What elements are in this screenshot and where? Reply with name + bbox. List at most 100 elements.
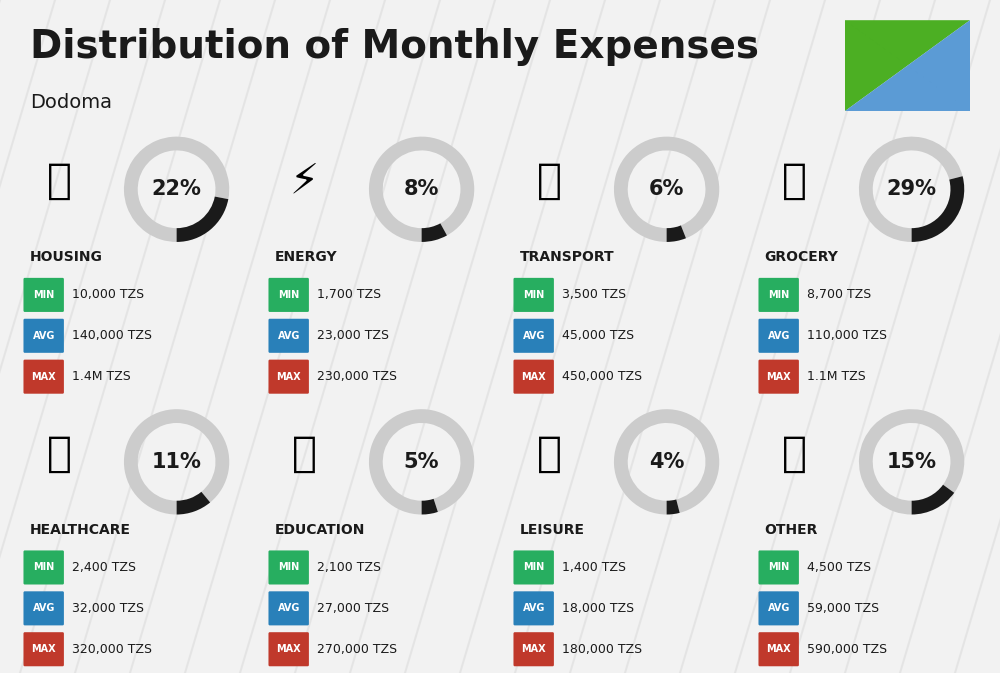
- Text: 6%: 6%: [649, 179, 684, 199]
- Text: MIN: MIN: [278, 563, 299, 573]
- Wedge shape: [369, 137, 474, 242]
- Text: AVG: AVG: [278, 604, 300, 613]
- Text: 110,000 TZS: 110,000 TZS: [807, 329, 887, 343]
- Text: MIN: MIN: [523, 290, 544, 300]
- Text: MIN: MIN: [278, 290, 299, 300]
- Polygon shape: [838, 15, 978, 116]
- Wedge shape: [614, 409, 719, 514]
- FancyBboxPatch shape: [758, 551, 799, 584]
- FancyBboxPatch shape: [513, 278, 554, 312]
- Text: 2,100 TZS: 2,100 TZS: [317, 561, 381, 574]
- Wedge shape: [177, 197, 228, 242]
- Text: 🏗: 🏗: [46, 160, 72, 202]
- Text: EDUCATION: EDUCATION: [275, 523, 365, 537]
- Polygon shape: [845, 20, 970, 111]
- FancyBboxPatch shape: [758, 632, 799, 666]
- FancyBboxPatch shape: [758, 278, 799, 312]
- Text: MAX: MAX: [766, 371, 791, 382]
- Wedge shape: [422, 499, 438, 514]
- FancyBboxPatch shape: [758, 359, 799, 394]
- FancyBboxPatch shape: [758, 319, 799, 353]
- Text: MAX: MAX: [31, 644, 56, 654]
- FancyBboxPatch shape: [758, 592, 799, 625]
- Text: AVG: AVG: [522, 331, 545, 341]
- FancyBboxPatch shape: [23, 632, 64, 666]
- Wedge shape: [859, 409, 964, 514]
- Text: 2,400 TZS: 2,400 TZS: [72, 561, 136, 574]
- Text: 11%: 11%: [152, 452, 202, 472]
- FancyBboxPatch shape: [268, 551, 309, 584]
- Text: 4%: 4%: [649, 452, 684, 472]
- Polygon shape: [845, 20, 970, 111]
- Text: 🛍: 🛍: [536, 433, 562, 474]
- FancyBboxPatch shape: [268, 278, 309, 312]
- Text: 💰: 💰: [782, 433, 806, 474]
- Text: 1,700 TZS: 1,700 TZS: [317, 289, 382, 302]
- Text: 45,000 TZS: 45,000 TZS: [562, 329, 635, 343]
- FancyBboxPatch shape: [513, 319, 554, 353]
- Text: TRANSPORT: TRANSPORT: [520, 250, 614, 264]
- Text: AVG: AVG: [32, 604, 55, 613]
- Text: MAX: MAX: [276, 371, 301, 382]
- Text: 4,500 TZS: 4,500 TZS: [807, 561, 872, 574]
- Text: 1.4M TZS: 1.4M TZS: [72, 370, 131, 383]
- FancyBboxPatch shape: [23, 551, 64, 584]
- Text: 450,000 TZS: 450,000 TZS: [562, 370, 643, 383]
- Text: 8%: 8%: [404, 179, 439, 199]
- Wedge shape: [912, 485, 954, 514]
- Text: 🚌: 🚌: [536, 160, 562, 202]
- Text: 32,000 TZS: 32,000 TZS: [72, 602, 144, 615]
- Text: MAX: MAX: [276, 644, 301, 654]
- Text: AVG: AVG: [278, 331, 300, 341]
- Wedge shape: [667, 225, 686, 242]
- Text: LEISURE: LEISURE: [520, 523, 585, 537]
- FancyBboxPatch shape: [23, 359, 64, 394]
- Text: MAX: MAX: [31, 371, 56, 382]
- Text: 27,000 TZS: 27,000 TZS: [317, 602, 390, 615]
- Text: 5%: 5%: [404, 452, 439, 472]
- Text: HEALTHCARE: HEALTHCARE: [30, 523, 131, 537]
- FancyBboxPatch shape: [23, 278, 64, 312]
- Text: 22%: 22%: [152, 179, 202, 199]
- Text: 10,000 TZS: 10,000 TZS: [72, 289, 145, 302]
- Text: 🛒: 🛒: [782, 160, 806, 202]
- FancyBboxPatch shape: [513, 551, 554, 584]
- Text: ⚡: ⚡: [289, 160, 319, 202]
- FancyBboxPatch shape: [513, 632, 554, 666]
- FancyBboxPatch shape: [268, 632, 309, 666]
- Text: 18,000 TZS: 18,000 TZS: [562, 602, 635, 615]
- Text: AVG: AVG: [522, 604, 545, 613]
- Text: HOUSING: HOUSING: [30, 250, 102, 264]
- Polygon shape: [834, 12, 981, 119]
- Wedge shape: [912, 176, 964, 242]
- Text: 140,000 TZS: 140,000 TZS: [72, 329, 152, 343]
- Text: 15%: 15%: [887, 452, 937, 472]
- Text: 320,000 TZS: 320,000 TZS: [72, 643, 152, 656]
- Text: ENERGY: ENERGY: [275, 250, 337, 264]
- Text: Distribution of Monthly Expenses: Distribution of Monthly Expenses: [30, 28, 759, 66]
- FancyBboxPatch shape: [23, 319, 64, 353]
- Wedge shape: [859, 137, 963, 242]
- Text: 180,000 TZS: 180,000 TZS: [562, 643, 643, 656]
- Text: 8,700 TZS: 8,700 TZS: [807, 289, 872, 302]
- Text: MIN: MIN: [768, 290, 789, 300]
- Text: MIN: MIN: [33, 290, 54, 300]
- Wedge shape: [124, 137, 229, 242]
- Text: 23,000 TZS: 23,000 TZS: [317, 329, 389, 343]
- Wedge shape: [177, 492, 210, 514]
- Text: 🎓: 🎓: [292, 433, 316, 474]
- FancyBboxPatch shape: [23, 592, 64, 625]
- Text: MAX: MAX: [766, 644, 791, 654]
- Text: MIN: MIN: [33, 563, 54, 573]
- Wedge shape: [124, 409, 229, 514]
- Text: MIN: MIN: [768, 563, 789, 573]
- Text: Dodoma: Dodoma: [30, 93, 112, 112]
- Text: OTHER: OTHER: [765, 523, 818, 537]
- FancyBboxPatch shape: [268, 592, 309, 625]
- Text: AVG: AVG: [32, 331, 55, 341]
- Text: 3,500 TZS: 3,500 TZS: [562, 289, 627, 302]
- Text: 1,400 TZS: 1,400 TZS: [562, 561, 626, 574]
- Text: 230,000 TZS: 230,000 TZS: [317, 370, 397, 383]
- Text: AVG: AVG: [768, 604, 790, 613]
- FancyBboxPatch shape: [268, 319, 309, 353]
